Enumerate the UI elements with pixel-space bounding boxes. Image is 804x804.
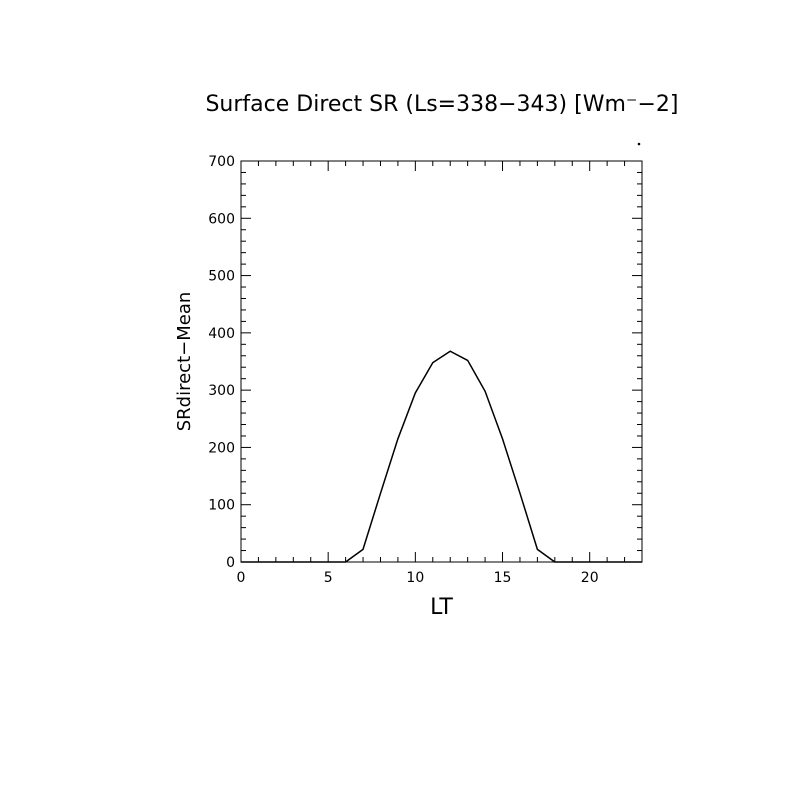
plot-frame [240, 160, 643, 563]
x-tick-label: 0 [237, 570, 246, 586]
y-tick-label: 500 [208, 269, 235, 285]
y-axis-title: SRdirect−Mean [174, 292, 195, 432]
x-axis: 0 5 10 15 20 [237, 161, 599, 586]
x-axis-title: LT [430, 595, 453, 620]
x-tick-label: 15 [494, 570, 512, 586]
y-tick-label: 200 [208, 440, 235, 456]
chart-title: Surface Direct SR (Ls=338−343) [Wm⁻−2] [205, 92, 678, 117]
y-tick-label: 700 [208, 154, 235, 170]
corner-dot [637, 142, 641, 146]
x-tick-label: 5 [324, 570, 333, 586]
series-line [241, 350, 642, 563]
y-tick-label: 600 [208, 211, 235, 227]
x-tick-label: 10 [406, 570, 424, 586]
y-tick-label: 100 [208, 498, 235, 514]
minor-ticks [241, 161, 643, 562]
x-tick-label: 20 [581, 570, 599, 586]
y-axis: 0 100 200 300 400 500 600 700 [208, 154, 642, 571]
y-tick-label: 0 [226, 555, 235, 571]
y-tick-label: 300 [208, 383, 235, 399]
y-tick-label: 400 [208, 326, 235, 342]
